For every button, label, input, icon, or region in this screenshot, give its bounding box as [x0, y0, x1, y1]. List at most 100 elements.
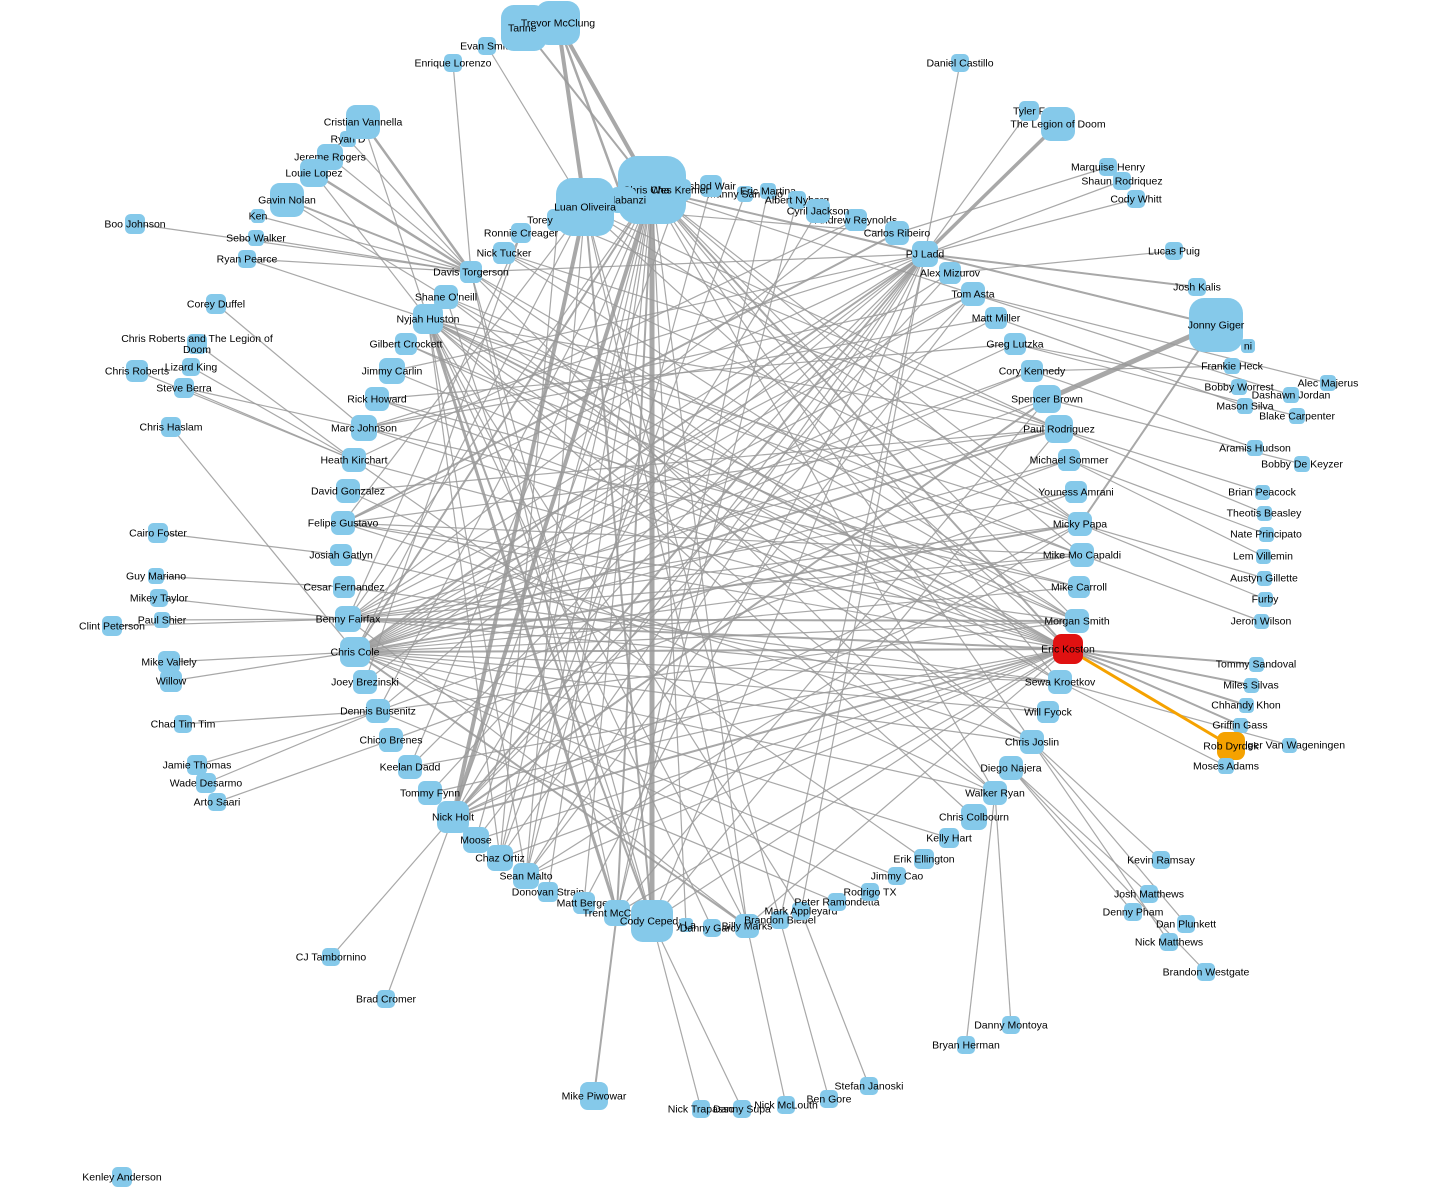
- graph-node-denny-pham[interactable]: [1124, 903, 1142, 921]
- graph-node-mason-silva[interactable]: [1237, 398, 1253, 414]
- graph-node-chris-cole[interactable]: [340, 637, 370, 667]
- graph-node-marquise-henry[interactable]: [1099, 158, 1117, 176]
- graph-node-wes-kremer[interactable]: [669, 179, 691, 201]
- graph-node-cyril-jackson[interactable]: [806, 199, 830, 223]
- graph-node-ryan-pearce[interactable]: [238, 250, 256, 268]
- graph-node-marc-johnson[interactable]: [351, 415, 377, 441]
- graph-node-chris-colbourn[interactable]: [961, 804, 987, 830]
- graph-node-jimmy-carlin[interactable]: [379, 358, 405, 384]
- graph-node-peter-ramondetta[interactable]: [828, 893, 846, 911]
- graph-node-cj-tambornino[interactable]: [322, 948, 340, 966]
- graph-node-rob-dyrdek[interactable]: [1217, 732, 1245, 760]
- graph-node-josiah-gatlyn[interactable]: [330, 544, 352, 566]
- graph-node-josh-kalis[interactable]: [1188, 278, 1206, 296]
- graph-node-paul-rodriguez[interactable]: [1045, 415, 1073, 443]
- graph-node-miles-silvas[interactable]: [1243, 677, 1259, 693]
- graph-node-ronnie-creager[interactable]: [511, 223, 531, 243]
- graph-node-manny-santiago[interactable]: [737, 186, 753, 202]
- graph-node-mike-mo-capaldi[interactable]: [1070, 543, 1094, 567]
- graph-node-mark-appleyard[interactable]: [792, 902, 810, 920]
- graph-node-keelan-dadd[interactable]: [398, 755, 422, 779]
- graph-node-nick-mclouth[interactable]: [777, 1096, 795, 1114]
- graph-node-mike-vallely[interactable]: [158, 651, 180, 673]
- graph-node-furby[interactable]: [1257, 591, 1273, 607]
- graph-node-heath-kirchart[interactable]: [342, 448, 366, 472]
- graph-node-y-la[interactable]: [679, 918, 693, 932]
- graph-node-ben-gore[interactable]: [820, 1090, 838, 1108]
- graph-node-moses-adams[interactable]: [1218, 758, 1234, 774]
- graph-node-trevor-mcclung[interactable]: [536, 1, 580, 45]
- graph-node-enrique-lorenzo[interactable]: [444, 54, 462, 72]
- graph-node-tommy-sandoval[interactable]: [1248, 656, 1264, 672]
- graph-node-kelly-hart[interactable]: [939, 828, 959, 848]
- graph-node-sebo-walker[interactable]: [248, 230, 264, 246]
- graph-node-sean-malto[interactable]: [513, 863, 539, 889]
- graph-node-tommy-fynn[interactable]: [418, 781, 442, 805]
- graph-node-theotis-beasley[interactable]: [1256, 505, 1272, 521]
- graph-node-carlos-ribeiro[interactable]: [885, 221, 909, 245]
- graph-node-jamie-thomas[interactable]: [187, 755, 207, 775]
- graph-node-ni[interactable]: [1241, 339, 1255, 353]
- graph-node-salabanzi[interactable]: [610, 187, 636, 213]
- graph-node-rodrigo-tx[interactable]: [861, 883, 879, 901]
- graph-node-nick-matthews[interactable]: [1160, 933, 1178, 951]
- graph-node-nick-trapasso[interactable]: [692, 1100, 710, 1118]
- graph-node-zeiger-van-wageningen[interactable]: [1281, 737, 1297, 753]
- graph-node-pj-ladd[interactable]: [912, 241, 938, 267]
- graph-node-cory-kennedy[interactable]: [1021, 360, 1043, 382]
- graph-node-cesar-fernandez[interactable]: [333, 576, 355, 598]
- graph-node-clint-peterson[interactable]: [102, 616, 122, 636]
- graph-node-greg-lutzka[interactable]: [1004, 333, 1026, 355]
- graph-node-mike-carroll[interactable]: [1068, 576, 1090, 598]
- graph-node-lem-villemin[interactable]: [1255, 548, 1271, 564]
- graph-node-lucas-puig[interactable]: [1165, 242, 1183, 260]
- graph-node-chris-joslin[interactable]: [1020, 730, 1044, 754]
- graph-node-chico-brenes[interactable]: [379, 728, 403, 752]
- graph-node-albert-nyberg[interactable]: [788, 191, 806, 209]
- graph-node-aramis-hudson[interactable]: [1247, 440, 1263, 456]
- graph-node-moose[interactable]: [463, 827, 489, 853]
- graph-node-chaz-ortiz[interactable]: [487, 845, 513, 871]
- graph-node-micky-papa[interactable]: [1068, 512, 1092, 536]
- graph-node-cody-cepeda[interactable]: [631, 900, 673, 942]
- graph-node-dennis-busenitz[interactable]: [366, 699, 390, 723]
- graph-node-bobby-de-keyzer[interactable]: [1294, 456, 1310, 472]
- graph-node-cairo-foster[interactable]: [148, 523, 168, 543]
- graph-node-brad-cromer[interactable]: [377, 990, 395, 1008]
- graph-node-griffin-gass[interactable]: [1232, 717, 1248, 733]
- graph-node-joey-brezinski[interactable]: [353, 670, 377, 694]
- graph-node-chad-tim-tim[interactable]: [174, 715, 192, 733]
- graph-node-arto-saari[interactable]: [208, 793, 226, 811]
- graph-node-kenley-anderson[interactable]: [112, 1167, 132, 1187]
- graph-node-rick-howard[interactable]: [365, 387, 389, 411]
- graph-node-austyn-gillette[interactable]: [1256, 570, 1272, 586]
- graph-node-danny-garcia[interactable]: [703, 919, 721, 937]
- graph-node-benny-fairfax[interactable]: [335, 606, 361, 632]
- graph-node-spencer-brown[interactable]: [1033, 385, 1061, 413]
- graph-node-cody-whitt[interactable]: [1127, 190, 1145, 208]
- graph-node-walker-ryan[interactable]: [983, 781, 1007, 805]
- graph-node-ishod-wair[interactable]: [700, 175, 722, 197]
- graph-node-jeron-wilson[interactable]: [1253, 613, 1269, 629]
- graph-node-davis-torgerson[interactable]: [460, 261, 482, 283]
- graph-node-willow[interactable]: [160, 670, 182, 692]
- graph-node-matt-miller[interactable]: [985, 307, 1007, 329]
- graph-node-blake-carpenter[interactable]: [1289, 408, 1305, 424]
- graph-node-tyler-f[interactable]: [1019, 101, 1039, 121]
- graph-node-chris-haslam[interactable]: [161, 417, 181, 437]
- graph-node-donovan-strain[interactable]: [538, 882, 558, 902]
- graph-node-andrew-reynolds[interactable]: [845, 209, 867, 231]
- graph-node-evan-smith[interactable]: [478, 37, 496, 55]
- graph-node-tom-asta[interactable]: [961, 282, 985, 306]
- graph-node-gavin-nolan[interactable]: [270, 183, 304, 217]
- graph-node-mikey-taylor[interactable]: [150, 589, 168, 607]
- graph-node-kevin-ramsay[interactable]: [1152, 851, 1170, 869]
- graph-node-shaun-rodriquez[interactable]: [1113, 172, 1131, 190]
- graph-node-sewa-kroetkov[interactable]: [1048, 670, 1072, 694]
- graph-node-brandon-westgate[interactable]: [1197, 963, 1215, 981]
- graph-node-bobby-worrest[interactable]: [1231, 379, 1247, 395]
- graph-node-dan-plunkett[interactable]: [1177, 915, 1195, 933]
- graph-node-daniel-castillo[interactable]: [951, 54, 969, 72]
- graph-node-frankie-heck[interactable]: [1224, 358, 1240, 374]
- graph-node-brandon-biebel[interactable]: [771, 911, 789, 929]
